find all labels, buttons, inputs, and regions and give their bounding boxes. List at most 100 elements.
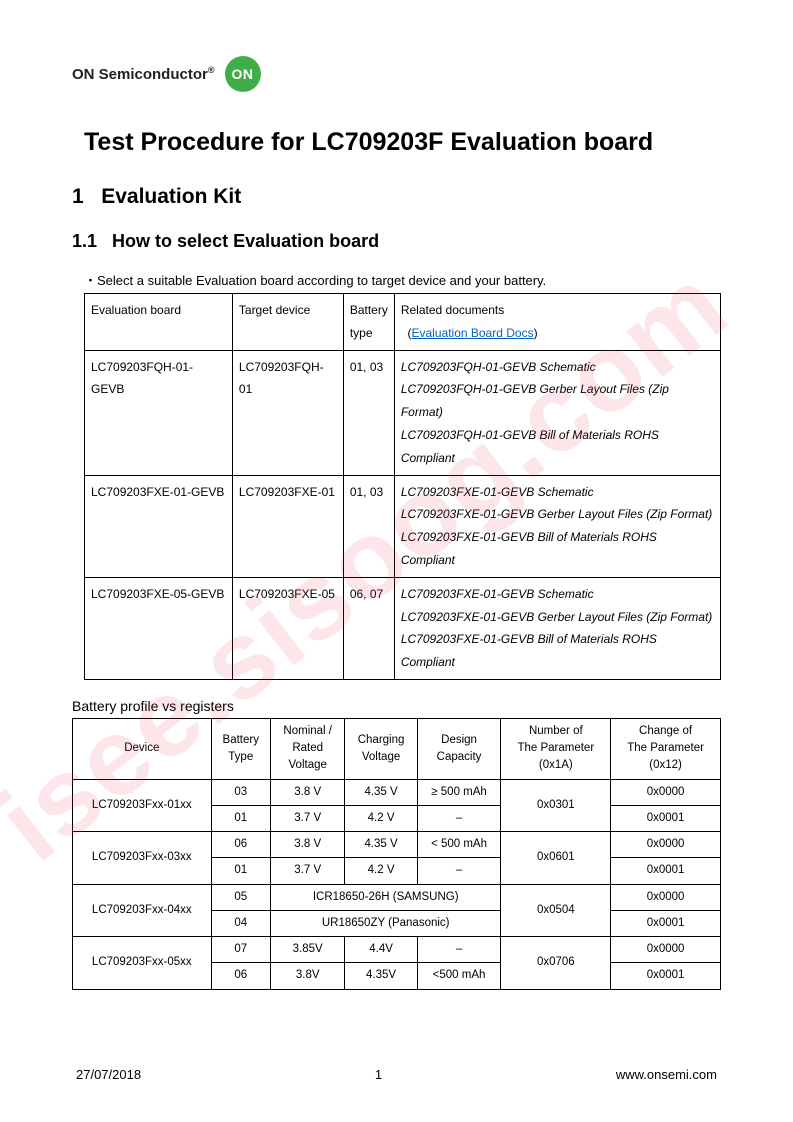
table-row: LC709203Fxx-04xx05ICR18650-26H (SAMSUNG)…	[73, 884, 721, 910]
cell-cv: 4.2 V	[345, 805, 417, 831]
th-batt-l2: type	[350, 326, 373, 340]
cell-bt: 06	[211, 963, 270, 989]
subsection-heading: 1.1 How to select Evaluation board	[72, 231, 721, 252]
subsection-num: 1.1	[72, 231, 97, 251]
th-docs-l1: Related documents	[401, 303, 504, 317]
cell-cv: 4.35 V	[345, 832, 417, 858]
brand-text: ON Semiconductor	[72, 66, 208, 83]
th-batt: BatteryType	[211, 718, 270, 779]
th-docs: Related documents (Evaluation Board Docs…	[394, 294, 720, 351]
th-cap: DesignCapacity	[417, 718, 501, 779]
table-row: LC709203Fxx-03xx063.8 V4.35 V< 500 mAh0x…	[73, 832, 721, 858]
cell-chng: 0x0000	[611, 832, 721, 858]
th-nrv: Nominal /RatedVoltage	[270, 718, 345, 779]
table-header-row: Evaluation board Target device Battery t…	[85, 294, 721, 351]
cell-device: LC709203FXE-01	[232, 475, 343, 577]
cell-nrv: 3.85V	[270, 937, 345, 963]
subsection-label: How to select Evaluation board	[112, 231, 379, 251]
page-content: ON Semiconductor® ON Test Procedure for …	[72, 56, 721, 1082]
footer-url: www.onsemi.com	[616, 1067, 717, 1082]
section-num: 1	[72, 185, 84, 208]
cell-device: LC709203Fxx-01xx	[73, 779, 212, 832]
th-chng: Change ofThe Parameter(0x12)	[611, 718, 721, 779]
th-device: Device	[73, 718, 212, 779]
brand-name: ON Semiconductor®	[72, 65, 215, 83]
battery-profile-table: Device BatteryType Nominal /RatedVoltage…	[72, 718, 721, 990]
cell-bt: 01	[211, 805, 270, 831]
cell-cap: –	[417, 937, 501, 963]
cell-nrv: 3.8 V	[270, 832, 345, 858]
th-board: Evaluation board	[85, 294, 233, 351]
table-row: LC709203FXE-01-GEVBLC709203FXE-0101, 03L…	[85, 475, 721, 577]
cell-board: LC709203FXE-01-GEVB	[85, 475, 233, 577]
cell-cv: 4.4V	[345, 937, 417, 963]
cell-chng: 0x0001	[611, 858, 721, 884]
cell-board: LC709203FXE-05-GEVB	[85, 577, 233, 679]
cell-nrv: 3.8 V	[270, 779, 345, 805]
cell-chng: 0x0001	[611, 963, 721, 989]
cell-cap: < 500 mAh	[417, 832, 501, 858]
cell-merged: UR18650ZY (Panasonic)	[270, 910, 501, 936]
footer-page: 1	[375, 1067, 382, 1082]
th-num: Number ofThe Parameter(0x1A)	[501, 718, 611, 779]
th-batt-l1: Battery	[350, 303, 388, 317]
table-row: LC709203Fxx-05xx073.85V4.4V–0x07060x0000	[73, 937, 721, 963]
evaluation-board-table: Evaluation board Target device Battery t…	[84, 293, 721, 680]
cell-nrv: 3.7 V	[270, 858, 345, 884]
cell-num: 0x0706	[501, 937, 611, 990]
cell-cv: 4.35V	[345, 963, 417, 989]
cell-docs: LC709203FXE-01-GEVB SchematicLC709203FXE…	[394, 475, 720, 577]
cell-chng: 0x0001	[611, 805, 721, 831]
cell-batt: 01, 03	[343, 350, 394, 475]
cell-cv: 4.2 V	[345, 858, 417, 884]
cell-chng: 0x0000	[611, 884, 721, 910]
cell-bt: 04	[211, 910, 270, 936]
table-row: LC709203FQH-01-GEVBLC709203FQH-0101, 03L…	[85, 350, 721, 475]
table2-caption: Battery profile vs registers	[72, 698, 721, 714]
cell-num: 0x0601	[501, 832, 611, 885]
on-badge-icon: ON	[225, 56, 261, 92]
cell-chng: 0x0000	[611, 937, 721, 963]
table-row: LC709203Fxx-01xx033.8 V4.35 V≥ 500 mAh0x…	[73, 779, 721, 805]
logo-row: ON Semiconductor® ON	[72, 56, 721, 92]
cell-bt: 06	[211, 832, 270, 858]
page-footer: 27/07/2018 1 www.onsemi.com	[72, 1067, 721, 1082]
cell-device: LC709203Fxx-04xx	[73, 884, 212, 937]
cell-num: 0x0301	[501, 779, 611, 832]
cell-docs: LC709203FQH-01-GEVB SchematicLC709203FQH…	[394, 350, 720, 475]
cell-bt: 03	[211, 779, 270, 805]
th-battery: Battery type	[343, 294, 394, 351]
cell-num: 0x0504	[501, 884, 611, 937]
cell-device: LC709203Fxx-05xx	[73, 937, 212, 990]
table-header-row: Device BatteryType Nominal /RatedVoltage…	[73, 718, 721, 779]
cell-cap: –	[417, 805, 501, 831]
cell-batt: 06, 07	[343, 577, 394, 679]
cell-nrv: 3.7 V	[270, 805, 345, 831]
cell-cap: ≥ 500 mAh	[417, 779, 501, 805]
footer-date: 27/07/2018	[76, 1067, 141, 1082]
cell-batt: 01, 03	[343, 475, 394, 577]
cell-board: LC709203FQH-01-GEVB	[85, 350, 233, 475]
table-row: LC709203FXE-05-GEVBLC709203FXE-0506, 07L…	[85, 577, 721, 679]
cell-device: LC709203Fxx-03xx	[73, 832, 212, 885]
cell-nrv: 3.8V	[270, 963, 345, 989]
cell-merged: ICR18650-26H (SAMSUNG)	[270, 884, 501, 910]
cell-cap: <500 mAh	[417, 963, 501, 989]
cell-bt: 07	[211, 937, 270, 963]
instruction-text: ・Select a suitable Evaluation board acco…	[84, 270, 721, 289]
brand-reg: ®	[208, 65, 215, 75]
cell-device: LC709203FXE-05	[232, 577, 343, 679]
cell-cap: –	[417, 858, 501, 884]
cell-docs: LC709203FXE-01-GEVB SchematicLC709203FXE…	[394, 577, 720, 679]
section-label: Evaluation Kit	[101, 185, 241, 208]
cell-chng: 0x0000	[611, 779, 721, 805]
th-device: Target device	[232, 294, 343, 351]
cell-chng: 0x0001	[611, 910, 721, 936]
cell-bt: 05	[211, 884, 270, 910]
cell-bt: 01	[211, 858, 270, 884]
section-heading: 1 Evaluation Kit	[72, 185, 721, 209]
cell-cv: 4.35 V	[345, 779, 417, 805]
docs-link[interactable]: Evaluation Board Docs	[412, 326, 534, 340]
page-title: Test Procedure for LC709203F Evaluation …	[84, 128, 721, 157]
th-cv: ChargingVoltage	[345, 718, 417, 779]
